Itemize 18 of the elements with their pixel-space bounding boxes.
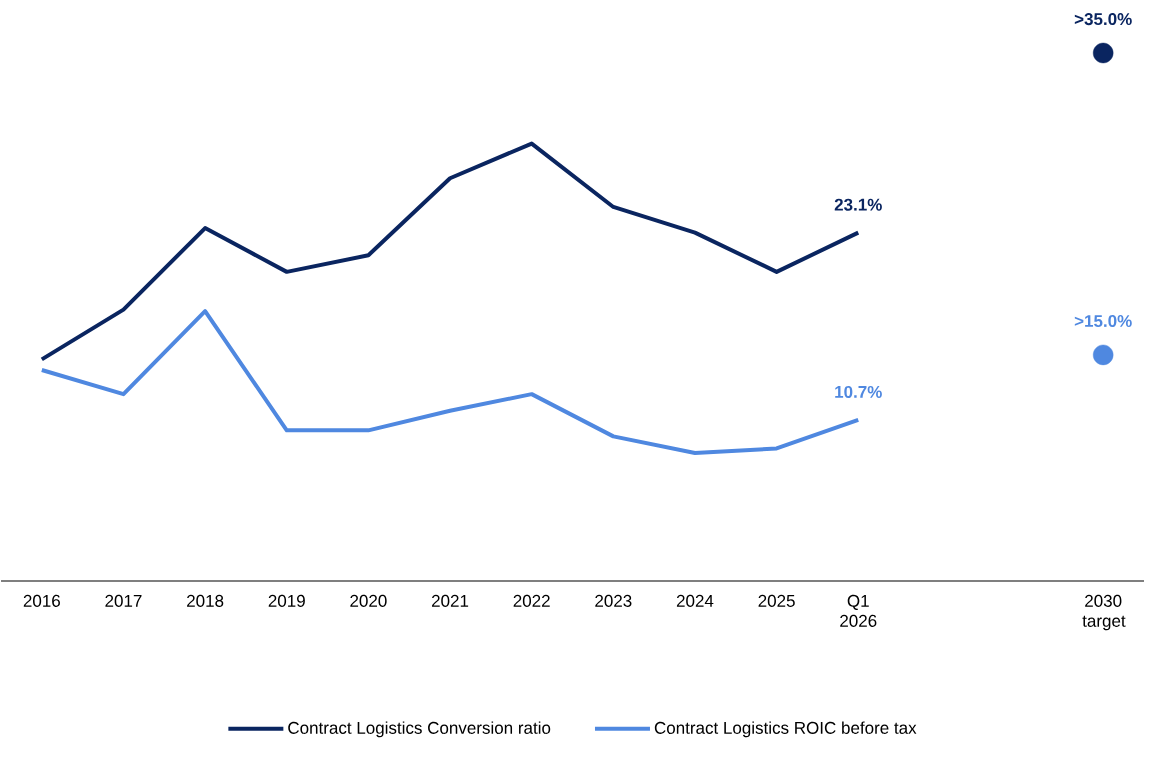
x-tick-label: Q1 2026 — [840, 594, 877, 627]
x-tick-label: 2021 — [431, 594, 469, 607]
x-tick-label: 2025 — [758, 594, 795, 607]
x-tick-label: 2030 target — [1082, 594, 1126, 631]
x-tick-label: 2018 — [187, 594, 224, 607]
x-tick-label: 2024 — [676, 594, 714, 607]
x-tick-label: 2020 — [350, 594, 387, 607]
data-label: >15.0% — [1074, 314, 1132, 328]
data-label: 23.1% — [834, 198, 882, 211]
data-label: 10.7% — [835, 385, 882, 398]
legend-label: Contract Logistics ROIC before tax — [654, 721, 917, 738]
x-tick-label: 2023 — [595, 594, 632, 607]
data-label: >35.0% — [1074, 13, 1132, 26]
x-tick-label: 2019 — [268, 594, 305, 607]
legend-label: Contract Logistics Conversion ratio — [288, 721, 551, 738]
x-tick-label: 2016 — [23, 594, 60, 607]
x-tick-label: 2022 — [513, 594, 550, 607]
x-tick-label: 2017 — [105, 594, 142, 607]
